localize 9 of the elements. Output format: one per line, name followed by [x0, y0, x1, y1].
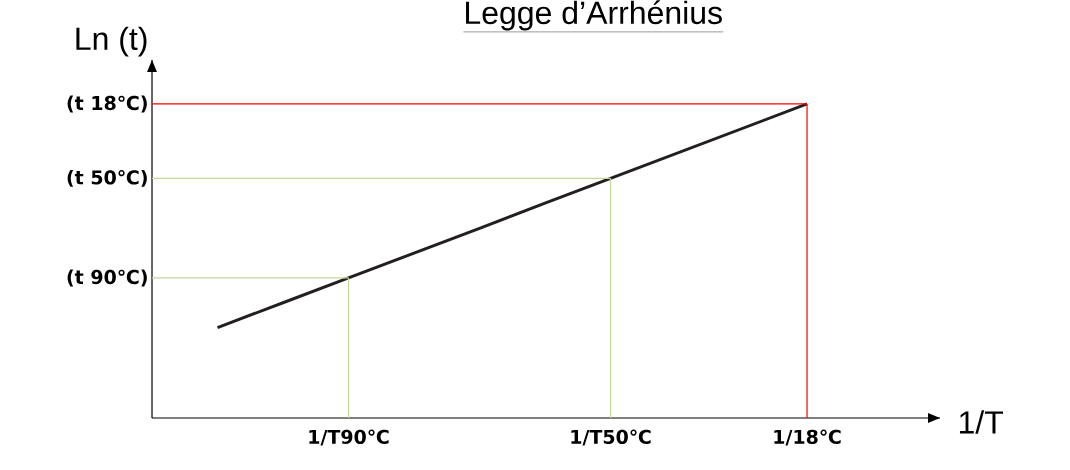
text: (t 50℃) [67, 169, 147, 187]
x-tick-label: 1/18℃ [774, 429, 841, 446]
y-axis-title: Ln (t) [76, 26, 147, 57]
chart-title: Legge d’Arrhénius [466, 0, 722, 31]
text: (t 90℃) [67, 269, 147, 287]
x-tick-label: 1/T50℃ [571, 429, 651, 446]
text: (t 18℃) [67, 95, 147, 113]
x-axis-title: 1/T [959, 410, 1004, 434]
x-tick-label: 1/T90℃ [309, 429, 389, 446]
